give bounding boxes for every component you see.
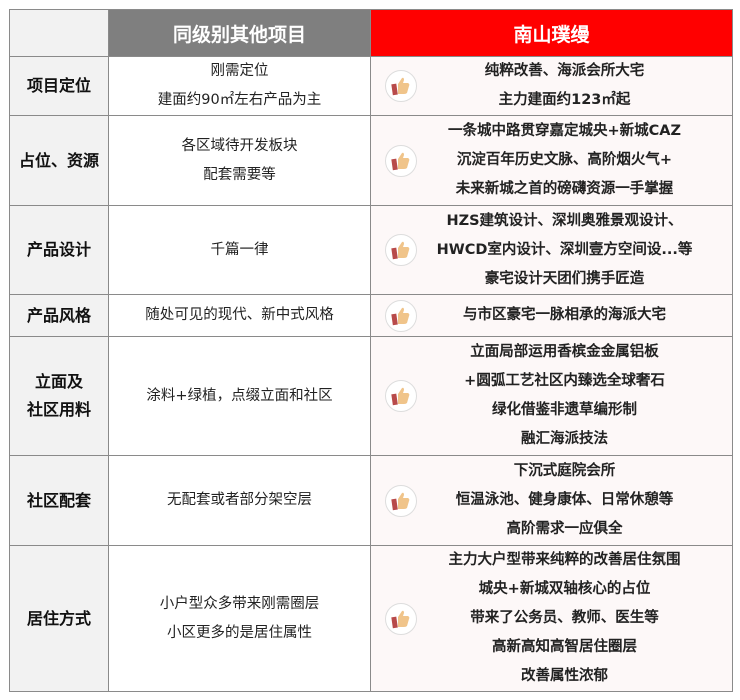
text-line: +圆弧工艺社区内臻选全球奢石 bbox=[464, 373, 665, 389]
cell-text: 立面局部运用香槟金金属铝板 +圆弧工艺社区内臻选全球奢石 绿化借鉴非遗草编形制 融汇海… bbox=[371, 338, 732, 454]
row-label: 产品设计 bbox=[9, 205, 109, 295]
table-row: 产品风格 随处可见的现代、新中式风格 与市区豪宅一脉相承的海派大宅 bbox=[9, 294, 733, 337]
text-line: 产品风格 bbox=[26, 305, 91, 325]
text-line: 带来了公务员、教师、医生等 bbox=[470, 610, 659, 626]
row-label: 立面及 社区用料 bbox=[9, 336, 109, 456]
text-line: 改善属性浓郁 bbox=[521, 668, 608, 684]
text-line: 建面约90㎡左右产品为主 bbox=[157, 92, 322, 108]
text-line: 豪宅设计天团们携手匠造 bbox=[484, 270, 645, 287]
text-line: 小户型众多带来刚需圈层 bbox=[159, 595, 320, 612]
cell-text: HZS建筑设计、深圳奥雅景观设计、 HWCD室内设计、深圳壹方空间设...等 豪宅设… bbox=[371, 207, 732, 294]
cell-text: 纯粹改善、海派会所大宅 主力建面约123㎡起 bbox=[371, 57, 732, 115]
row-label: 占位、资源 bbox=[9, 115, 109, 206]
thumbs-up-icon bbox=[385, 484, 417, 517]
this-project-cell: 纯粹改善、海派会所大宅 主力建面约123㎡起 bbox=[370, 56, 733, 116]
row-label: 项目定位 bbox=[9, 56, 109, 116]
text-line: 城央+新城双轴核心的占位 bbox=[478, 581, 651, 597]
text-line: 产品设计 bbox=[26, 240, 91, 259]
text-line: 与市区豪宅一脉相承的海派大宅 bbox=[463, 307, 666, 323]
header-other-projects: 同级别其他项目 bbox=[108, 9, 371, 57]
text-line: 一条城中路贯穿嘉定城央+新城CAZ bbox=[447, 123, 682, 139]
row-label: 居住方式 bbox=[9, 545, 109, 692]
text-line: 社区用料 bbox=[26, 400, 91, 419]
this-project-cell: 与市区豪宅一脉相承的海派大宅 bbox=[370, 294, 733, 337]
thumbs-up-icon bbox=[385, 299, 417, 332]
text-line: 立面及 bbox=[34, 372, 83, 391]
text-line: 居住方式 bbox=[26, 608, 91, 628]
other-project-cell: 小户型众多带来刚需圈层 小区更多的是居住属性 bbox=[108, 545, 371, 692]
text-line: 配套需要等 bbox=[203, 166, 276, 183]
text-line: 项目定位 bbox=[26, 76, 91, 95]
text-line: 未来新城之首的磅礴资源一手掌握 bbox=[455, 181, 674, 197]
thumbs-up-icon bbox=[385, 234, 417, 266]
table-row: 社区配套 无配套或者部分架空层 下沉式庭院会所恒温泳池、健身康体、日常休憩等 高阶需求… bbox=[9, 455, 733, 546]
this-project-cell: 一条城中路贯穿嘉定城央+新城CAZ 沉淀百年历史文脉、高阶烟火气+ 未来新城之首的磅… bbox=[370, 115, 733, 206]
cell-text: 下沉式庭院会所恒温泳池、健身康体、日常休憩等 高阶需求一应俱全 bbox=[371, 457, 732, 544]
text-line: 纯粹改善、海派会所大宅 bbox=[484, 63, 645, 79]
table-row: 立面及社区用料 涂料+绿植，点缀立面和社区 立面局部运用香槟金金属铝板 +圆弧工艺社区… bbox=[9, 336, 733, 456]
text-line: 社区配套 bbox=[26, 490, 91, 510]
this-project-cell: HZS建筑设计、深圳奥雅景观设计、 HWCD室内设计、深圳壹方空间设...等 豪宅设… bbox=[370, 205, 733, 295]
cell-text: 一条城中路贯穿嘉定城央+新城CAZ 沉淀百年历史文脉、高阶烟火气+ 未来新城之首的磅… bbox=[371, 117, 732, 204]
text-line: 涂料+绿植，点缀立面和社区 bbox=[146, 387, 333, 404]
this-project-cell: 下沉式庭院会所恒温泳池、健身康体、日常休憩等 高阶需求一应俱全 bbox=[370, 455, 733, 546]
thumbs-up-icon bbox=[385, 70, 417, 102]
text-line: 恒温泳池、健身康体、日常休憩等 bbox=[455, 492, 674, 508]
this-project-cell: 立面局部运用香槟金金属铝板 +圆弧工艺社区内臻选全球奢石 绿化借鉴非遗草编形制 融汇海… bbox=[370, 336, 733, 456]
other-project-cell: 各区域待开发板块 配套需要等 bbox=[108, 115, 371, 206]
text-line: 小区更多的是居住属性 bbox=[167, 624, 312, 641]
row-label: 社区配套 bbox=[9, 455, 109, 546]
thumbs-up-icon bbox=[385, 380, 417, 412]
text-line: 融汇海派技法 bbox=[521, 431, 608, 447]
cell-text: 主力大户型带来纯粹的改善居住氛围 城央+新城双轴核心的占位 带来了公务员、教师、医生… bbox=[371, 546, 732, 691]
this-project-cell: 主力大户型带来纯粹的改善居住氛围 城央+新城双轴核心的占位 带来了公务员、教师、医生… bbox=[370, 545, 733, 692]
text-line: 随处可见的现代、新中式风格 bbox=[145, 307, 334, 323]
text-line: HWCD室内设计、深圳壹方空间设...等 bbox=[436, 241, 693, 258]
header-this-project: 南山璞缦 bbox=[370, 9, 733, 57]
text-line: 主力大户型带来纯粹的改善居住氛围 bbox=[448, 552, 681, 568]
other-project-cell: 涂料+绿植，点缀立面和社区 bbox=[108, 336, 371, 456]
text-line: 沉淀百年历史文脉、高阶烟火气+ bbox=[456, 152, 673, 168]
text-line: 无配套或者部分架空层 bbox=[167, 492, 312, 508]
text-line: 刚需定位 bbox=[210, 63, 269, 79]
text-line: 各区域待开发板块 bbox=[181, 137, 298, 154]
comparison-table: 同级别其他项目 南山璞缦 项目定位 刚需定位 建面约90㎡左右产品为主 纯粹改善、海派… bbox=[9, 9, 733, 692]
cell-text: 与市区豪宅一脉相承的海派大宅 bbox=[371, 301, 732, 330]
other-project-cell: 无配套或者部分架空层 bbox=[108, 455, 371, 546]
text-line: 高阶需求一应俱全 bbox=[506, 521, 623, 537]
table-row: 产品设计 千篇一律 HZS建筑设计、深圳奥雅景观设计、 HWCD室内设计、深圳壹方空间… bbox=[9, 205, 733, 295]
other-project-cell: 随处可见的现代、新中式风格 bbox=[108, 294, 371, 337]
text-line: 绿化借鉴非遗草编形制 bbox=[492, 402, 637, 418]
text-line: 千篇一律 bbox=[210, 241, 269, 258]
text-line: HZS建筑设计、深圳奥雅景观设计、 bbox=[446, 212, 683, 229]
table-row: 项目定位 刚需定位 建面约90㎡左右产品为主 纯粹改善、海派会所大宅 主力建面约123㎡… bbox=[9, 56, 733, 116]
table-row: 居住方式 小户型众多带来刚需圈层 小区更多的是居住属性 主力大户型带来纯粹的改善居住氛… bbox=[9, 545, 733, 692]
text-line: 主力建面约123㎡起 bbox=[498, 92, 631, 108]
text-line: 下沉式庭院会所 bbox=[513, 463, 616, 479]
thumbs-up-icon bbox=[385, 602, 417, 635]
table-row: 占位、资源 各区域待开发板块 配套需要等 一条城中路贯穿嘉定城央+新城CAZ 沉淀百年历… bbox=[9, 115, 733, 206]
text-line: 占位、资源 bbox=[18, 150, 99, 170]
other-project-cell: 刚需定位建面约90㎡左右产品为主 bbox=[108, 56, 371, 116]
row-label: 产品风格 bbox=[9, 294, 109, 337]
text-line: 立面局部运用香槟金金属铝板 bbox=[470, 344, 659, 360]
corner-cell bbox=[9, 9, 109, 57]
thumbs-up-icon bbox=[385, 144, 417, 177]
other-project-cell: 千篇一律 bbox=[108, 205, 371, 295]
text-line: 高新高知高智居住圈层 bbox=[492, 639, 637, 655]
